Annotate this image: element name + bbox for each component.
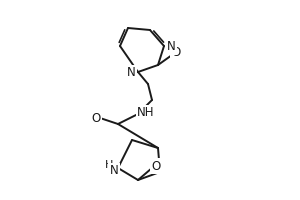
Text: N: N	[167, 40, 176, 53]
Text: N: N	[127, 66, 135, 79]
Text: H: H	[105, 160, 113, 170]
Text: N: N	[110, 164, 118, 178]
Text: NH: NH	[137, 106, 155, 119]
Text: O: O	[152, 160, 160, 172]
Text: O: O	[92, 112, 100, 124]
Text: O: O	[171, 46, 181, 60]
